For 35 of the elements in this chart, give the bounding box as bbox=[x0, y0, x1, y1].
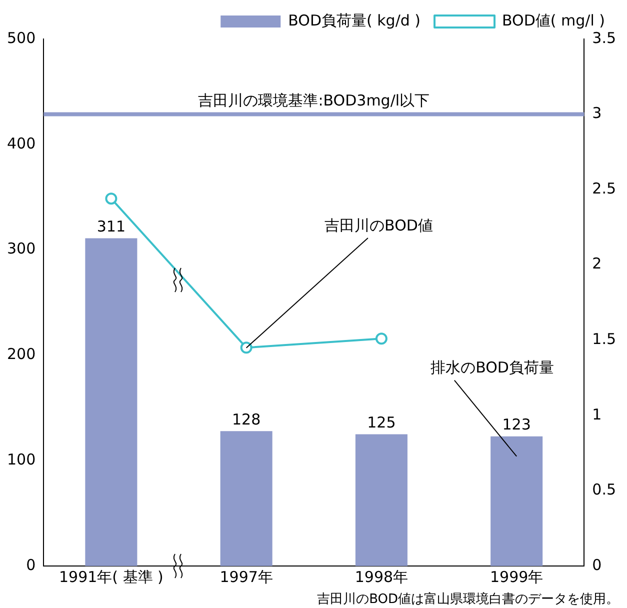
y2-tick-label: 2.5 bbox=[592, 179, 616, 198]
y-tick-label: 400 bbox=[6, 134, 36, 152]
y2-tick-label: 0 bbox=[592, 556, 602, 574]
y2-tick-label: 3.5 bbox=[592, 28, 616, 47]
y2-tick-label: 3 bbox=[592, 104, 602, 122]
legend-label: BOD値( mg/l ) bbox=[502, 11, 606, 30]
data-label: 125 bbox=[367, 414, 396, 432]
bar bbox=[355, 434, 408, 566]
x-tick-label: 1998年 bbox=[354, 568, 408, 586]
bar bbox=[220, 431, 272, 566]
point bbox=[105, 192, 118, 205]
annotation: 吉田川のBOD値 bbox=[324, 216, 433, 234]
legend-label: BOD負荷量( kg/d ) bbox=[288, 11, 421, 30]
y2-tick-label: 1.5 bbox=[592, 330, 616, 348]
annotation: 排水のBOD負荷量 bbox=[430, 358, 554, 377]
y-tick-label: 300 bbox=[6, 240, 36, 258]
ref-line-label: 吉田川の環境基準:BOD3mg/l以下 bbox=[198, 92, 430, 110]
y-tick-label: 200 bbox=[6, 345, 36, 364]
y-tick-label: 0 bbox=[26, 556, 36, 574]
bar bbox=[85, 238, 138, 566]
data-label: 128 bbox=[232, 410, 261, 428]
y2-tick-label: 2 bbox=[592, 254, 602, 273]
y-tick-label: 500 bbox=[6, 28, 36, 47]
data-label: 123 bbox=[502, 416, 531, 434]
point bbox=[375, 332, 388, 345]
data-label: 311 bbox=[96, 218, 126, 236]
y2-tick-label: 0.5 bbox=[592, 480, 616, 499]
x-tick-label: 1997年 bbox=[220, 568, 273, 586]
x-tick-label: 1999年 bbox=[490, 568, 544, 586]
point bbox=[240, 342, 252, 354]
y2-tick-label: 1 bbox=[592, 405, 602, 424]
text: 吉田川のBOD値は富山県環境白書のデータを使用。 bbox=[317, 590, 619, 607]
bar bbox=[490, 436, 543, 566]
y-tick-label: 100 bbox=[6, 450, 36, 468]
x-tick-label: 1991年( 基準 ) bbox=[58, 568, 164, 586]
